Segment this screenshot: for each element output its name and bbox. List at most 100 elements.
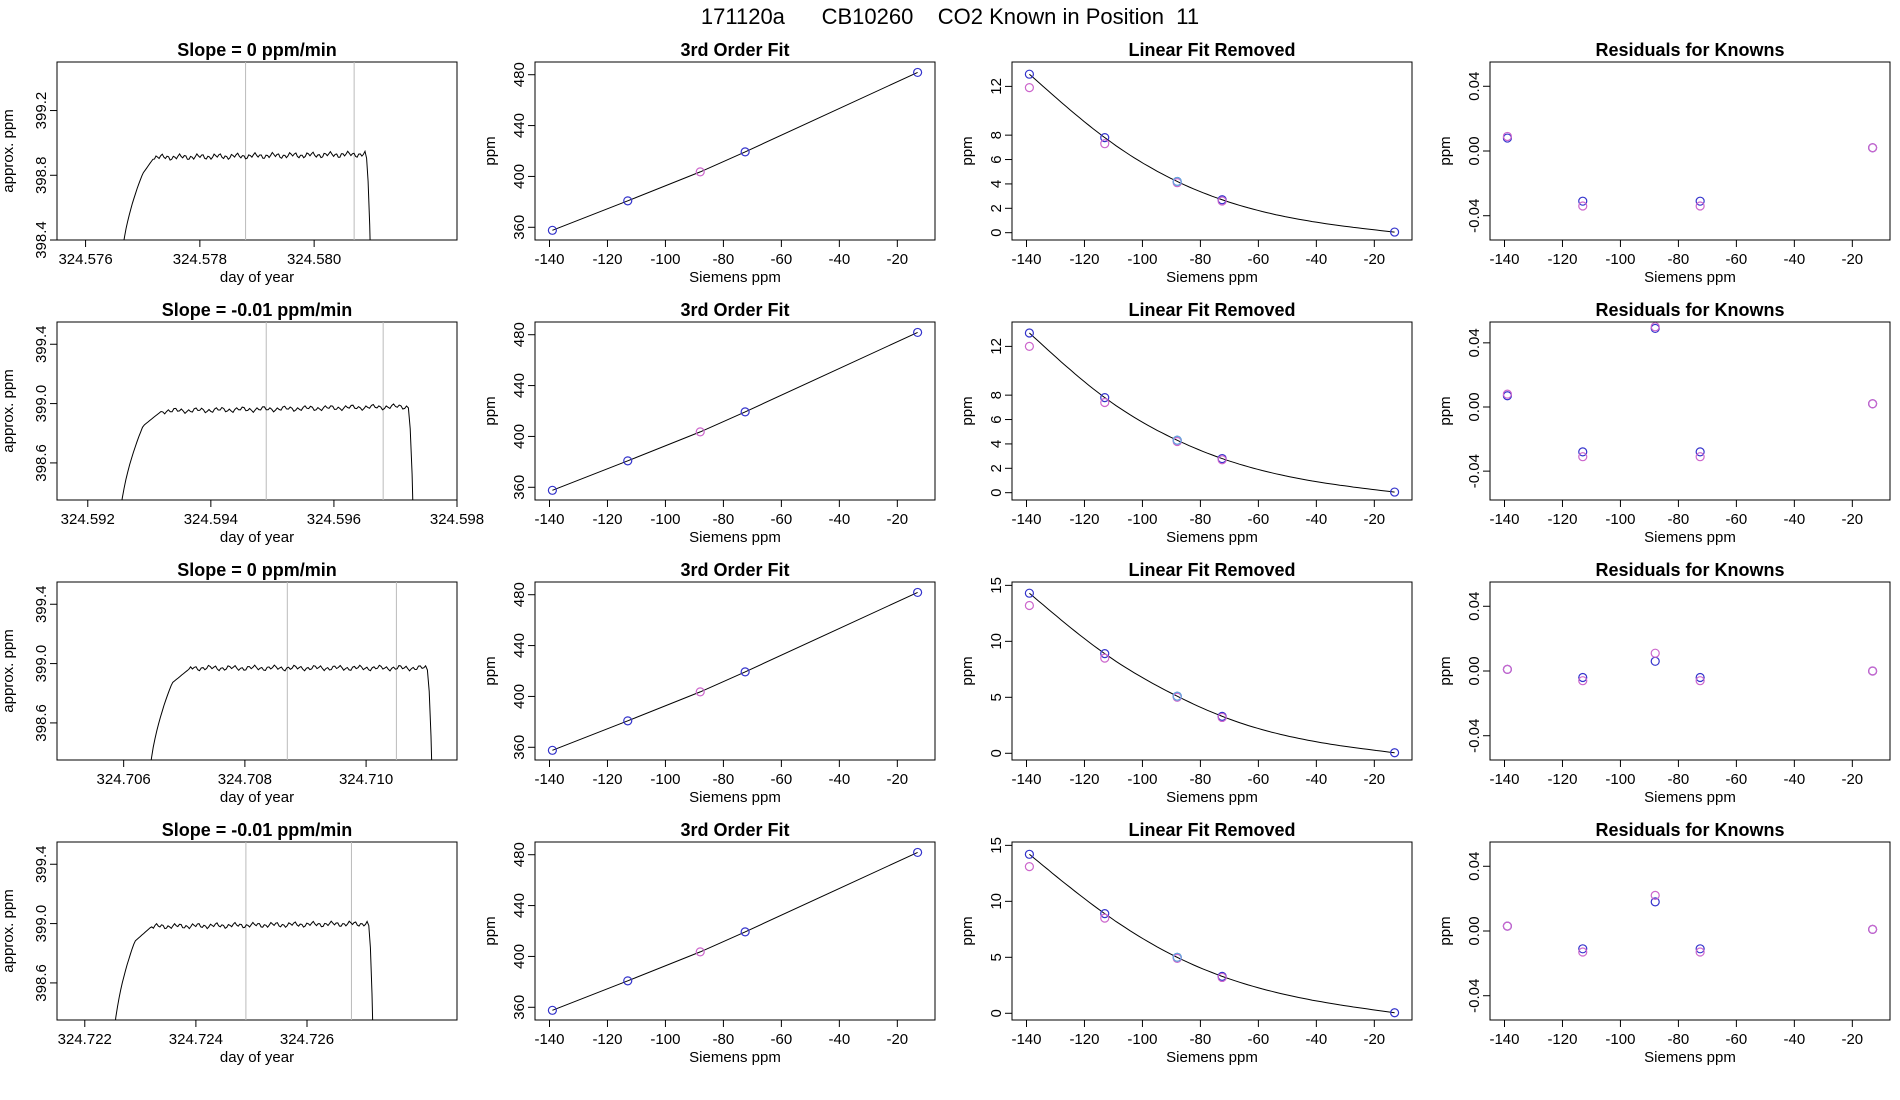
y-tick-label: 399.4 [33,325,50,363]
x-tick-label: -100 [1605,771,1635,788]
y-tick-label: 398.6 [33,704,50,742]
data-point [740,667,750,677]
data-point [1868,143,1878,153]
panel-title: Residuals for Knowns [1595,820,1784,840]
x-tick-label: -120 [1069,1031,1099,1048]
x-tick-label: -100 [1605,511,1635,528]
plot-frame [534,61,936,241]
y-tick-label: -0.04 [1466,979,1483,1013]
data-point [1650,897,1660,907]
x-tick-label: -80 [1668,511,1690,528]
y-tick-label: 0.04 [1466,72,1483,101]
x-axis-label: Siemens ppm [1166,529,1258,546]
data-point [1695,672,1705,683]
x-tick-label: -20 [886,1031,908,1048]
data-point [1100,913,1110,923]
y-tick-label: 15 [988,837,1005,854]
chart-panel-11: Linear Fit Removed -140 -120 -100 -80 -60 -40 -… [959,560,1413,806]
data-point [1100,909,1110,919]
chart-panel-5: Slope = -0.01 ppm/min 324.592 324.594 324.5… [0,300,484,546]
panel-title: 3rd Order Fit [680,40,789,60]
data-point [1578,947,1588,957]
x-tick-label: -60 [1248,511,1270,528]
data-point [1695,452,1705,462]
panel-title: 3rd Order Fit [680,560,789,580]
chart-panel-9: Slope = 0 ppm/min 324.706 324.708 324.710 da… [0,560,458,806]
panel-title: Residuals for Knowns [1595,40,1784,60]
panel-title: 3rd Order Fit [680,300,789,320]
data-point [695,687,705,697]
x-tick-label: 324.578 [173,251,227,268]
data-point [1578,201,1588,211]
data-point [1868,924,1878,934]
x-tick-label: -100 [1605,1031,1635,1048]
y-axis-label: ppm [959,396,976,425]
x-tick-label: -140 [534,511,564,528]
x-tick-label: -40 [829,511,851,528]
y-axis-label: ppm [1437,396,1454,425]
data-point [1650,656,1660,666]
data-point [1695,676,1705,686]
x-tick-label: -80 [713,251,735,268]
x-tick-label: -100 [650,771,680,788]
x-tick-label: -140 [1011,1031,1041,1048]
x-tick-label: -20 [1841,251,1863,268]
x-tick-label: -120 [1547,511,1577,528]
x-tick-label: -80 [1668,1031,1690,1048]
y-tick-label: 480 [511,842,528,867]
data-point [1100,139,1110,149]
data-point [1502,921,1512,931]
data-point [1100,649,1110,659]
data-point [1578,452,1588,462]
chart-panel-13: Slope = -0.01 ppm/min 324.722 324.724 324.7… [0,820,458,1066]
x-tick-label: -120 [592,1031,622,1048]
panel-title: Linear Fit Removed [1128,820,1295,840]
data-point [1217,972,1227,983]
x-tick-label: 324.726 [280,1031,334,1048]
panel-title: Linear Fit Removed [1128,40,1295,60]
data-point [913,847,923,858]
y-axis-label: ppm [959,136,976,165]
data-point [1650,890,1660,901]
data-point [1578,944,1588,954]
data-point [1502,131,1512,142]
y-tick-label: 398.6 [33,444,50,482]
x-tick-label: -120 [592,251,622,268]
x-axis-label: Siemens ppm [689,529,781,546]
x-axis-label: Siemens ppm [689,789,781,806]
data-point [695,167,705,177]
plot-frame [56,581,458,761]
data-point [1100,392,1110,403]
fit-line [552,331,918,491]
x-tick-label: -60 [1248,1031,1270,1048]
panel-title: Slope = -0.01 ppm/min [162,300,353,320]
x-tick-label: -80 [1190,771,1212,788]
x-tick-label: 324.576 [58,251,112,268]
panel-title: Linear Fit Removed [1128,300,1295,320]
x-tick-label: -80 [1668,771,1690,788]
data-point [1172,176,1182,187]
plot-frame [1489,841,1891,1021]
plot-frame [1489,581,1891,761]
x-tick-label: -80 [1190,251,1212,268]
data-point [1650,322,1660,332]
plot-frame [1011,581,1413,761]
y-tick-label: 8 [988,131,1005,139]
chart-panel-2: 3rd Order Fit -140 -120 -100 -80 -60 -40 -20 Sie… [482,40,936,286]
x-tick-label: 324.710 [339,771,393,788]
plot-frame [1011,321,1413,501]
data-point [1024,588,1034,598]
fit-curve [1029,73,1395,233]
x-tick-label: -140 [1489,251,1519,268]
data-point [695,947,705,957]
x-tick-label: 324.592 [61,511,115,528]
y-tick-label: -0.04 [1466,719,1483,753]
x-tick-label: -140 [534,1031,564,1048]
y-axis-label: ppm [959,656,976,685]
data-point [1390,748,1400,758]
data-point [1695,944,1705,954]
plot-frame [1011,61,1413,241]
y-axis-label: ppm [482,656,499,685]
data-point [1695,196,1705,206]
